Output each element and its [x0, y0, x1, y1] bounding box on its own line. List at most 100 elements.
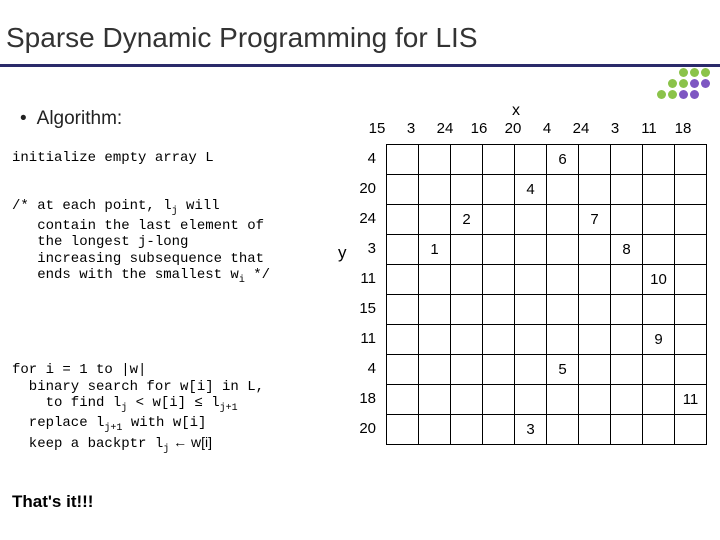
- grid-cell: [387, 295, 419, 325]
- grid-cell: [451, 325, 483, 355]
- grid-cell: [643, 145, 675, 175]
- grid-cell: [387, 235, 419, 265]
- grid-cell: [515, 325, 547, 355]
- x-tick: 4: [530, 120, 564, 137]
- grid-cell: [547, 295, 579, 325]
- grid-cell: [643, 235, 675, 265]
- grid-cell: [547, 325, 579, 355]
- grid-cell: [547, 265, 579, 295]
- grid-cell: [547, 175, 579, 205]
- grid-cell: [579, 325, 611, 355]
- algorithm-bullet: Algorithm:: [20, 108, 122, 130]
- grid-cell: [451, 265, 483, 295]
- grid-cell: 7: [579, 205, 611, 235]
- grid-cell: [483, 205, 515, 235]
- grid-cell: [387, 175, 419, 205]
- grid-cell: [515, 205, 547, 235]
- grid-cell: [547, 205, 579, 235]
- grid-cell: [675, 265, 707, 295]
- grid-cell: [643, 295, 675, 325]
- grid-cell: [643, 355, 675, 385]
- grid-cell: [643, 385, 675, 415]
- grid-cell: [579, 415, 611, 445]
- y-tick: 20: [352, 414, 382, 444]
- grid-cell: [483, 385, 515, 415]
- x-tick: 15: [360, 120, 394, 137]
- grid-cell: [483, 145, 515, 175]
- grid-cell: [611, 295, 643, 325]
- grid-cell: [579, 235, 611, 265]
- grid-cell: [579, 175, 611, 205]
- grid-cell: [579, 295, 611, 325]
- grid-cell: [419, 265, 451, 295]
- grid-cell: [611, 385, 643, 415]
- grid-cell: [419, 325, 451, 355]
- grid-cell: [675, 205, 707, 235]
- grid-cell: [483, 175, 515, 205]
- x-ticks: 15324162042431118: [360, 120, 700, 137]
- grid-cell: [611, 325, 643, 355]
- grid-cell: 6: [547, 145, 579, 175]
- grid-cell: [643, 175, 675, 205]
- grid-cell: [483, 265, 515, 295]
- grid-cell: [675, 295, 707, 325]
- grid-cell: [675, 325, 707, 355]
- code-block-1: initialize empty array L: [12, 150, 214, 167]
- y-ticks: 42024311151141820: [352, 144, 382, 444]
- code-block-3: for i = 1 to |w| binary search for w[i] …: [12, 362, 264, 456]
- grid-cell: [611, 175, 643, 205]
- grid-cell: 5: [547, 355, 579, 385]
- grid-cell: [387, 415, 419, 445]
- y-tick: 11: [352, 324, 382, 354]
- x-tick: 20: [496, 120, 530, 137]
- grid-cell: [419, 145, 451, 175]
- x-tick: 16: [462, 120, 496, 137]
- grid-cell: [515, 295, 547, 325]
- grid-cell: [611, 205, 643, 235]
- x-tick: 18: [666, 120, 700, 137]
- decor-dots: [657, 68, 710, 99]
- grid-cell: [419, 205, 451, 235]
- grid-cell: [579, 145, 611, 175]
- grid-cell: [451, 235, 483, 265]
- y-tick: 4: [352, 354, 382, 384]
- grid-cell: [515, 355, 547, 385]
- grid-cell: [515, 385, 547, 415]
- grid-cell: [611, 265, 643, 295]
- x-tick: 24: [564, 120, 598, 137]
- grid-cell: 8: [611, 235, 643, 265]
- grid-cell: [419, 175, 451, 205]
- code-block-2: /* at each point, lj will contain the la…: [12, 198, 270, 287]
- grid-cell: [675, 145, 707, 175]
- grid-cell: [515, 265, 547, 295]
- slide-title: Sparse Dynamic Programming for LIS: [6, 22, 478, 54]
- grid-cell: [579, 265, 611, 295]
- y-tick: 11: [352, 264, 382, 294]
- grid-cell: 2: [451, 205, 483, 235]
- y-axis-label: y: [338, 243, 347, 263]
- grid-cell: [515, 145, 547, 175]
- grid-cell: [675, 175, 707, 205]
- x-axis-label: x: [512, 102, 520, 120]
- grid-cell: [387, 265, 419, 295]
- y-tick: 4: [352, 144, 382, 174]
- grid-cell: [547, 415, 579, 445]
- grid-cell: [451, 355, 483, 385]
- y-tick: 3: [352, 234, 382, 264]
- grid-cell: [483, 355, 515, 385]
- grid-cell: [547, 235, 579, 265]
- grid-cell: [387, 145, 419, 175]
- grid-cell: [451, 415, 483, 445]
- grid-cell: [483, 295, 515, 325]
- title-underline: [0, 64, 720, 67]
- grid-cell: [451, 385, 483, 415]
- grid-cell: [387, 355, 419, 385]
- x-tick: 24: [428, 120, 462, 137]
- grid-cell: [451, 145, 483, 175]
- grid-cell: [387, 205, 419, 235]
- y-tick: 20: [352, 174, 382, 204]
- grid-cell: 10: [643, 265, 675, 295]
- grid-cell: [515, 235, 547, 265]
- x-tick: 3: [598, 120, 632, 137]
- x-tick: 3: [394, 120, 428, 137]
